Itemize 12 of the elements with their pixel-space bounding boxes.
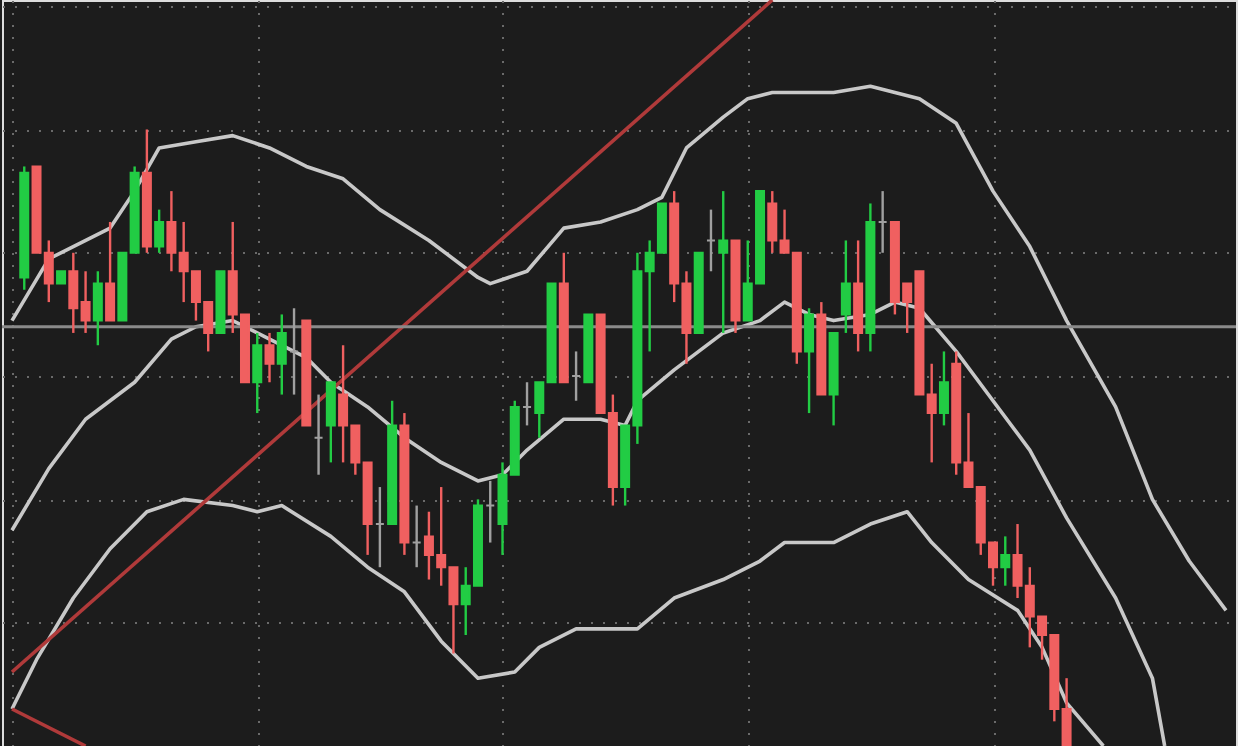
candlestick <box>264 331 275 384</box>
candlestick <box>105 220 116 322</box>
candlestick <box>840 239 851 335</box>
candlestick <box>252 331 263 415</box>
candlestick <box>325 381 336 464</box>
candlestick <box>92 270 103 347</box>
candlestick <box>804 307 815 415</box>
candlestick <box>718 189 729 335</box>
candlestick <box>276 313 287 396</box>
candlestick <box>938 350 949 427</box>
candlestick <box>154 208 165 254</box>
candlestick <box>1000 535 1011 587</box>
